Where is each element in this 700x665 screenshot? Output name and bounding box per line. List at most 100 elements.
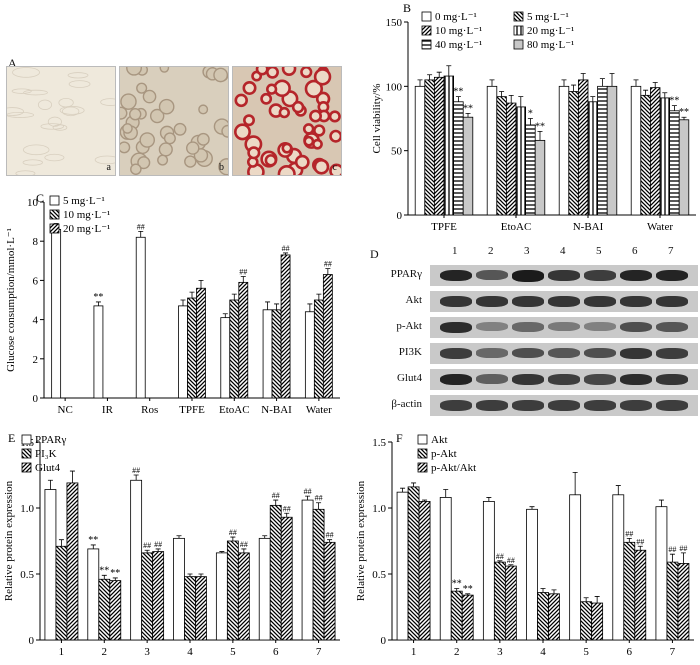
error-bar [222,313,228,318]
error-bar [47,479,53,490]
bar [51,229,62,399]
bar [659,97,671,216]
lipid-droplet [300,67,313,79]
lipid-droplet [186,141,200,155]
error-bar [133,474,139,481]
bar [130,479,143,641]
bar [258,537,271,641]
bar [548,593,560,641]
bar [496,96,507,216]
lipid-droplet [304,79,324,99]
error-bar [411,482,417,487]
error-bar [101,574,107,580]
bar [322,274,333,399]
error-bar [465,593,471,596]
wb-band [476,296,508,307]
cell-outline [7,107,24,116]
wb-band [440,348,472,359]
legend-swatch [21,448,32,459]
x-tick-label: EtoAC [501,221,532,232]
error-bar [590,96,596,102]
x-tick-label: 3 [144,646,150,658]
lipid-droplet [142,89,157,104]
lipid-droplet [213,67,228,83]
error-bar [486,497,492,502]
bar [515,106,527,216]
legend-swatch [421,25,432,36]
bar [612,494,625,641]
bar [109,580,122,641]
bar [187,297,197,399]
error-bar [144,549,150,553]
error-bar [198,573,204,577]
lipid-droplet [163,132,176,145]
photo-texture [7,67,115,175]
wb-row-label: Glut4 [396,372,422,384]
lipid-droplet [313,68,332,86]
cell-outline [67,72,89,79]
cell-outline [100,98,115,106]
y-tick-label: 0 [29,635,35,647]
wb-band [512,296,544,307]
significance-mark: ## [496,552,504,561]
error-bar [230,536,236,541]
wb-band [584,322,616,332]
wb-row-label: p-Akt [396,320,422,332]
bar [220,317,231,399]
bar [677,563,690,641]
significance-mark: ## [272,491,280,500]
error-bar [262,535,268,539]
error-bar [417,79,423,87]
lipid-droplet [139,132,155,148]
error-bar [637,545,643,551]
error-bar [283,252,289,255]
wb-band [656,296,688,307]
lipid-droplet [137,156,151,170]
error-bar [422,499,428,502]
lipid-droplet [264,154,278,167]
error-bar [658,499,664,507]
legend-swatch [513,11,524,22]
x-tick-label: 4 [540,646,546,658]
error-bar [155,548,161,552]
error-bar [497,560,503,563]
cell-outline [23,89,48,96]
x-tick-label: TPFE [431,221,457,232]
lipid-droplet [234,93,248,108]
significance-mark: ** [93,292,103,303]
x-tick-label: TPFE [179,404,205,416]
y-tick-label: 10 [27,197,39,209]
x-tick-label: Water [647,221,673,232]
bar [66,482,79,641]
legend-swatch [49,223,60,234]
cell-outline [22,159,43,166]
lipid-droplet [198,104,209,115]
error-bar [643,89,649,96]
error-bar [580,73,586,80]
significance-mark: ## [240,540,248,549]
bar [630,85,642,216]
lipid-droplet [233,123,251,141]
legend-label: p-Akt [431,448,457,460]
cell-outline [11,88,32,94]
y-tick-label: 6 [33,275,39,287]
wb-band [476,374,508,384]
wb-band [476,348,508,358]
legend-label: 5 mg·L⁻¹ [63,195,105,207]
lipid-droplet [136,82,148,94]
error-bar [583,597,589,602]
legend-swatch [513,39,524,50]
error-bar [594,596,600,604]
error-bar [187,573,193,577]
wb-band [656,322,688,333]
cell-outline [47,116,62,127]
wb-band [548,400,580,411]
bar [504,565,517,641]
legend-swatch [21,462,32,473]
x-tick-label: 7 [316,646,322,658]
legend-swatch [49,209,60,220]
bar [262,309,273,399]
error-bar [626,537,632,543]
bar [237,552,250,641]
photo-b-tag: b [219,162,224,173]
